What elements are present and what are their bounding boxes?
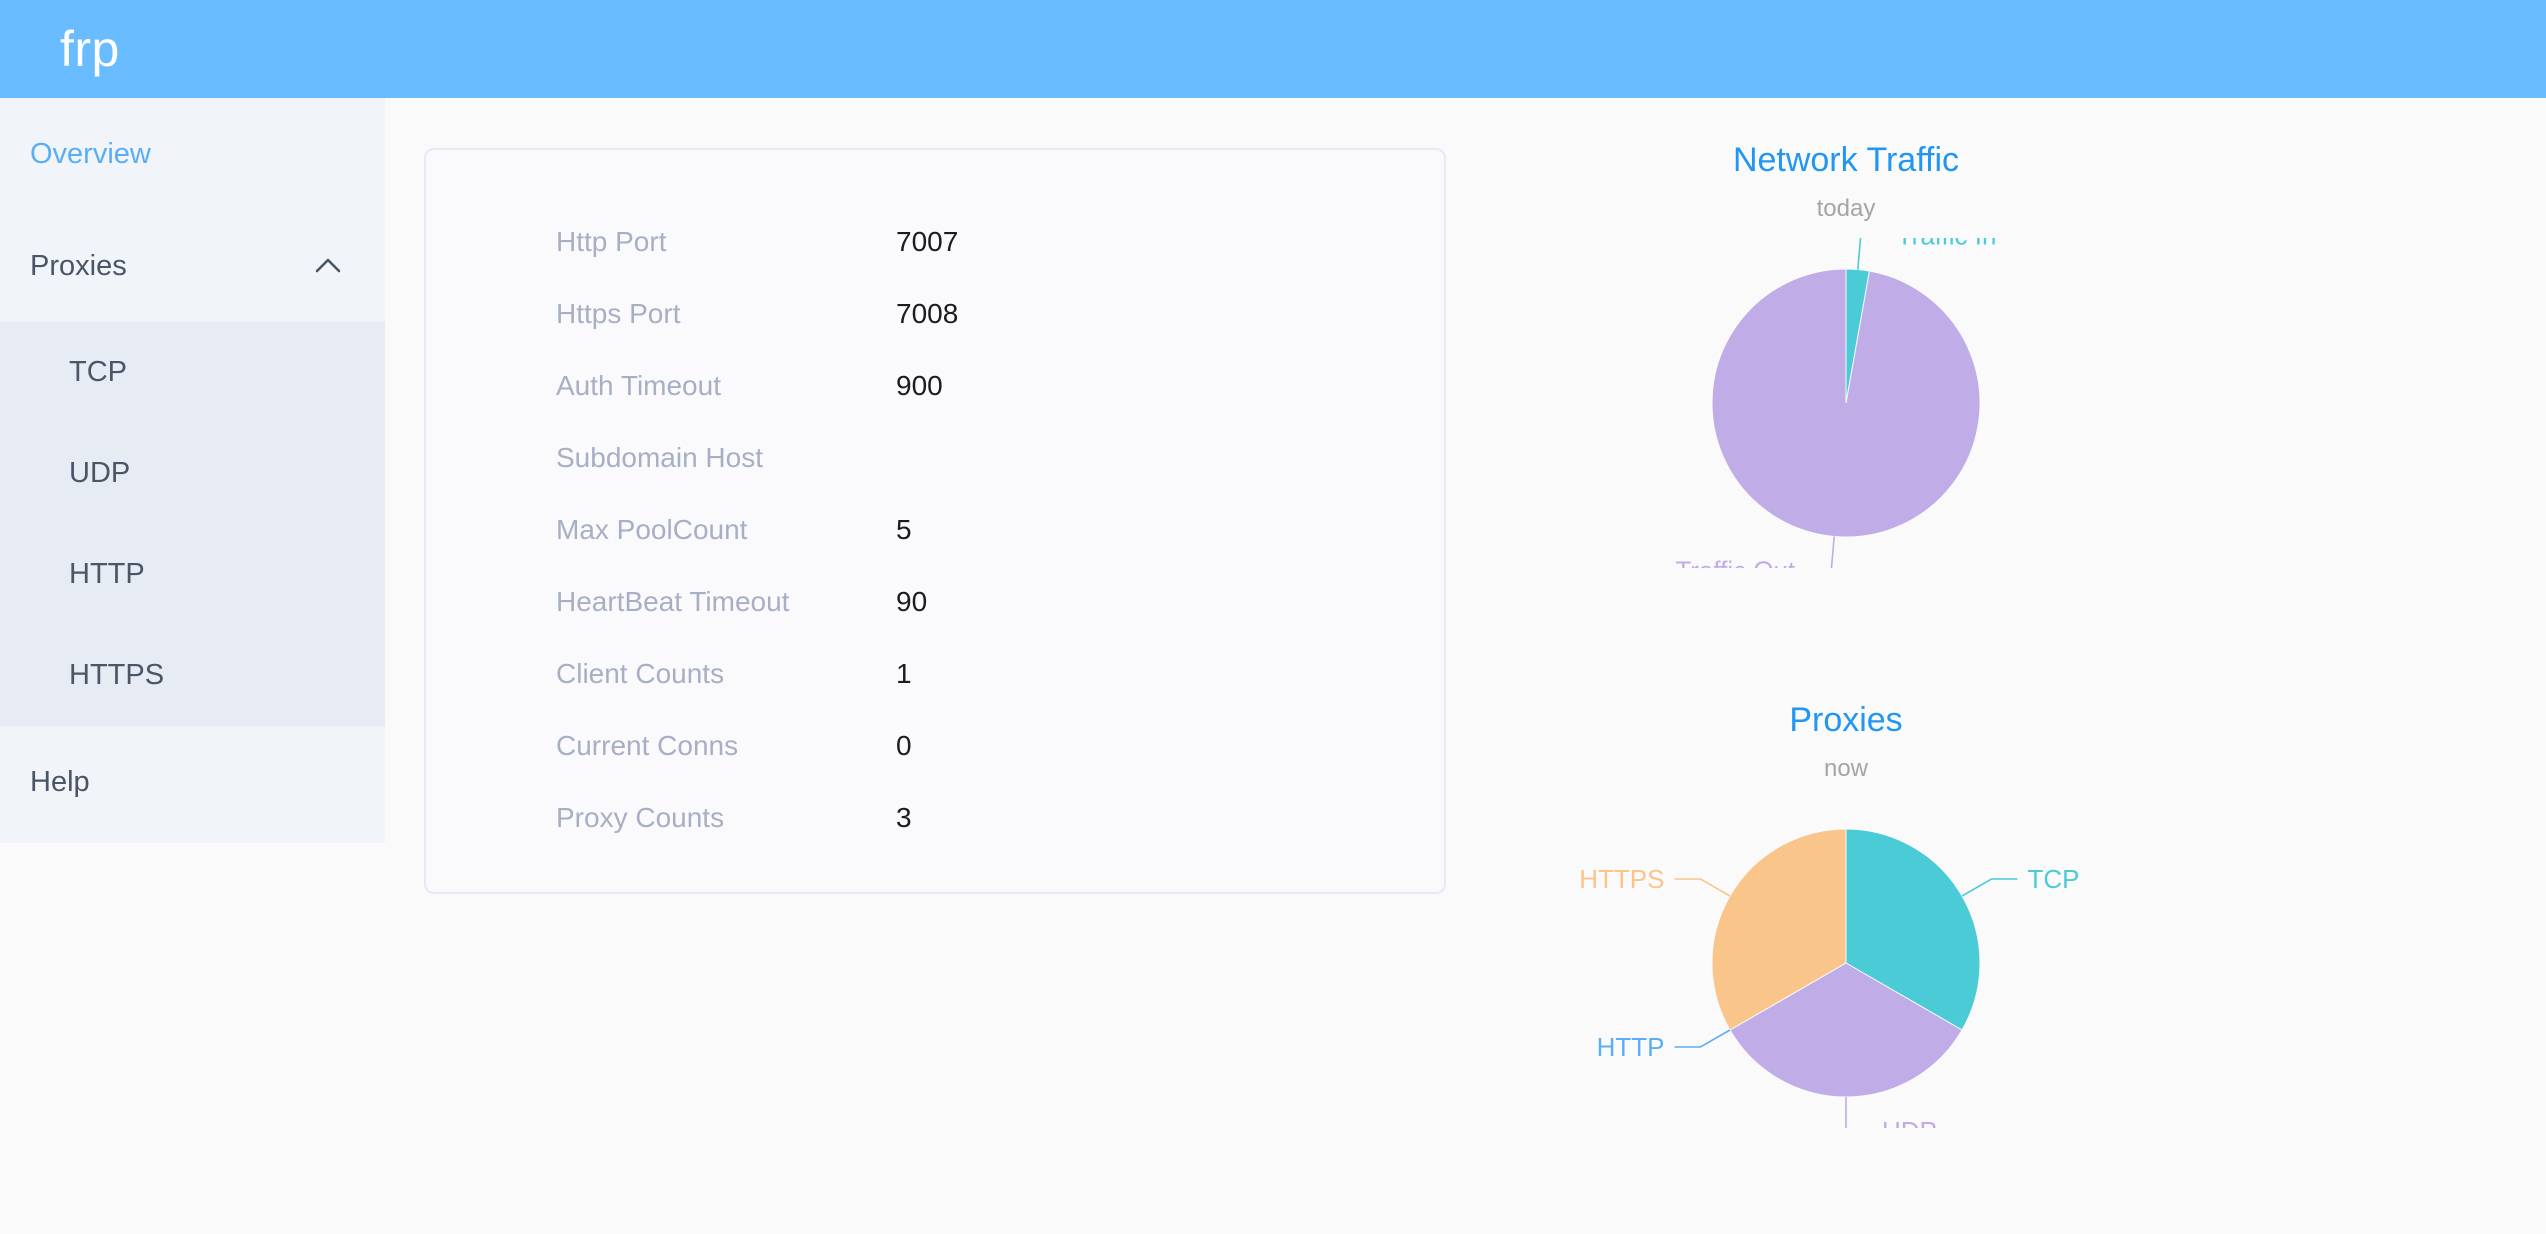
info-value: 0 [896, 730, 912, 761]
pie-slice-label: UDP [1882, 1116, 1937, 1128]
chart-title: Proxies [1789, 701, 1903, 739]
table-row: Client Counts 1 [556, 638, 1256, 710]
chart-title: Network Traffic [1732, 141, 1960, 179]
proxies-chart: Proxies now TCP UDP HTTP HTTPS [1476, 700, 2216, 1128]
info-value: 5 [896, 514, 912, 545]
sidebar-item-http[interactable]: HTTP [0, 524, 385, 625]
server-info-card: Http Port 7007 Https Port 7008 Auth Time… [424, 148, 1446, 894]
proxies-pie[interactable]: TCP UDP HTTP HTTPS [1476, 798, 2216, 1128]
info-value: 900 [896, 370, 943, 401]
table-row: Auth Timeout 900 [556, 350, 1256, 422]
sidebar-item-overview[interactable]: Overview [0, 98, 385, 210]
sidebar-submenu-proxies: TCP UDP HTTP HTTPS [0, 322, 385, 726]
sidebar: Overview Proxies TCP UDP HTTP HTTPS [0, 98, 385, 843]
sidebar-item-proxies-label: Proxies [30, 249, 127, 282]
sidebar-item-udp-label: UDP [69, 457, 131, 489]
sidebar-item-http-label: HTTP [69, 558, 145, 590]
chart-subtitle: today [1816, 194, 1876, 222]
app-brand-title: frp [60, 21, 120, 77]
info-key: Client Counts [556, 658, 725, 689]
app-header: frp [0, 0, 2546, 98]
pie-slice-label: HTTPS [1579, 864, 1664, 894]
info-value: 1 [896, 658, 912, 689]
sidebar-item-udp[interactable]: UDP [0, 423, 385, 524]
pie-slice-label: Traffic Out [1675, 555, 1796, 568]
sidebar-item-help-label: Help [30, 765, 90, 798]
info-key: Current Conns [556, 730, 739, 761]
sidebar-item-overview-label: Overview [30, 137, 151, 170]
table-row: Max PoolCount 5 [556, 494, 1256, 566]
info-key: Auth Timeout [556, 370, 721, 401]
sidebar-item-proxies[interactable]: Proxies [0, 210, 385, 322]
sidebar-item-https[interactable]: HTTPS [0, 625, 385, 726]
table-row: Current Conns 0 [556, 710, 1256, 782]
info-key: Https Port [556, 298, 681, 329]
chevron-up-icon[interactable] [311, 249, 345, 283]
pie-slice-label: Traffic In [1897, 238, 1997, 251]
pie-slice-label: TCP [2027, 864, 2079, 894]
table-row: Https Port 7008 [556, 278, 1256, 350]
info-key: Http Port [556, 226, 667, 257]
network-traffic-chart: Network Traffic today Traffic InTraffic … [1476, 140, 2216, 568]
server-info-table: Http Port 7007 Https Port 7008 Auth Time… [556, 206, 1256, 854]
info-key: HeartBeat Timeout [556, 586, 790, 617]
chart-subtitle: now [1823, 754, 1869, 782]
info-value: 90 [896, 586, 928, 617]
table-row: HeartBeat Timeout 90 [556, 566, 1256, 638]
sidebar-item-tcp[interactable]: TCP [0, 322, 385, 423]
table-row: Proxy Counts 3 [556, 782, 1256, 854]
info-key: Max PoolCount [556, 514, 748, 545]
info-key: Subdomain Host [556, 442, 764, 473]
info-key: Proxy Counts [556, 802, 725, 833]
sidebar-item-https-label: HTTPS [69, 659, 165, 691]
info-value: 7008 [896, 298, 959, 329]
info-value: 7007 [896, 226, 959, 257]
sidebar-item-help[interactable]: Help [0, 726, 385, 838]
table-row: Subdomain Host [556, 422, 1256, 494]
info-value: 3 [896, 802, 912, 833]
network-traffic-pie[interactable]: Traffic In Traffic Out [1476, 237, 2216, 568]
pie-slice-label: HTTP [1597, 1032, 1665, 1062]
table-row: Http Port 7007 [556, 206, 1256, 278]
sidebar-item-tcp-label: TCP [69, 356, 127, 388]
